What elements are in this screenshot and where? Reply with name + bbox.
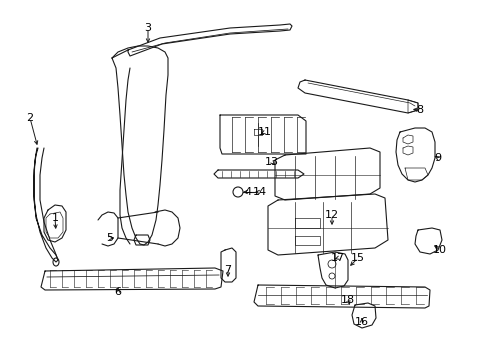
Text: 18: 18 (341, 295, 355, 305)
Text: 8: 8 (416, 105, 423, 115)
Text: 12: 12 (325, 210, 339, 220)
Text: 16: 16 (355, 317, 369, 327)
Text: 13: 13 (265, 157, 279, 167)
Text: 6: 6 (115, 287, 122, 297)
Text: 7: 7 (224, 265, 232, 275)
Text: 9: 9 (435, 153, 441, 163)
Text: 10: 10 (433, 245, 447, 255)
Text: 3: 3 (145, 23, 151, 33)
Text: 14: 14 (253, 187, 267, 197)
Text: 1: 1 (51, 213, 58, 223)
Text: 17: 17 (331, 253, 345, 263)
Text: 11: 11 (258, 127, 272, 137)
Text: 2: 2 (26, 113, 33, 123)
Text: 15: 15 (351, 253, 365, 263)
Text: 4: 4 (245, 187, 251, 197)
Text: 5: 5 (106, 233, 114, 243)
